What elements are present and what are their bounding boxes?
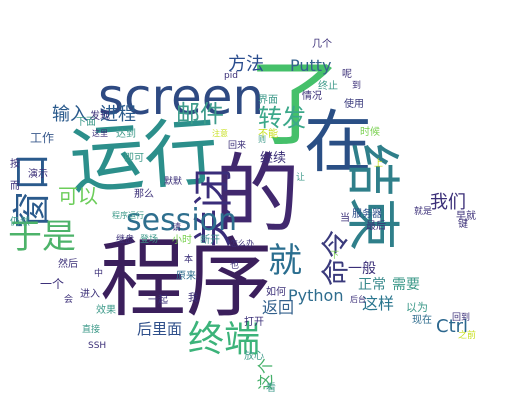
word: 的: [214, 145, 300, 245]
word: Ctrl: [436, 316, 469, 337]
word: 时候: [360, 127, 380, 138]
word: 几个: [312, 39, 332, 50]
word: 就: [268, 241, 302, 281]
word: 登场: [140, 235, 159, 245]
word: 达到: [116, 129, 136, 140]
word: 工作: [30, 131, 55, 145]
word: 到: [352, 81, 362, 91]
word: 打开: [244, 317, 264, 328]
word: 情况: [302, 91, 322, 102]
word: 于是: [8, 217, 76, 257]
word: 就是: [414, 207, 433, 217]
word: 这样: [362, 294, 395, 313]
word: 注意: [212, 129, 228, 138]
word: screen: [98, 68, 265, 126]
word: Putty: [290, 56, 332, 75]
word: 键: [458, 219, 468, 230]
word: 断开: [200, 235, 220, 246]
word: 然后: [58, 259, 78, 270]
word: 而: [10, 181, 20, 192]
word: 界面: [258, 95, 278, 106]
word: 让: [296, 173, 306, 183]
word: 回来: [228, 141, 247, 151]
word: 下面: [76, 117, 96, 128]
word: 中: [94, 269, 104, 279]
word: 小时: [172, 235, 192, 246]
word: 结束: [341, 143, 404, 251]
word: 呢: [342, 69, 352, 80]
word: 按: [10, 159, 20, 170]
word: 现在: [412, 315, 432, 326]
word: 继盘: [116, 235, 135, 245]
word: 默默: [164, 177, 183, 187]
word: Python: [288, 286, 344, 305]
word: 进入: [80, 289, 100, 300]
word: 早就: [456, 211, 476, 222]
word: pid: [224, 71, 238, 81]
word: 本: [184, 255, 194, 265]
word: 了: [248, 50, 343, 159]
word: 演示: [28, 169, 48, 180]
word: 正常: [358, 277, 386, 293]
word: 我: [188, 293, 198, 304]
word: 请: [172, 223, 182, 233]
word: 需要: [392, 277, 420, 293]
word: 如何: [266, 287, 286, 298]
word: 效果: [96, 305, 116, 316]
word: 以为: [406, 301, 428, 314]
word: 发现: [90, 111, 110, 122]
word: 终端: [188, 319, 261, 360]
word: 直接: [82, 325, 101, 335]
word: 终止: [318, 81, 338, 92]
word: 继续: [260, 151, 287, 166]
word: 最后: [366, 221, 386, 232]
word: 一般: [348, 261, 376, 277]
word: 则: [258, 135, 266, 144]
word: 那么: [134, 189, 154, 200]
word: 返回: [262, 298, 295, 317]
word: SSH: [88, 341, 107, 351]
word: 会: [64, 295, 74, 305]
word: 服务器: [352, 209, 382, 220]
word: 后台: [350, 295, 366, 304]
word: 放心: [244, 351, 264, 362]
word: 原来: [176, 271, 196, 282]
word: 可以: [58, 184, 98, 208]
word: 我们: [430, 192, 466, 213]
word: 一起: [148, 295, 168, 306]
word: 使用: [344, 99, 364, 110]
word: 这里: [92, 129, 108, 138]
word: 下: [330, 251, 340, 261]
word: 转发: [258, 104, 306, 132]
word: 方法: [228, 54, 264, 75]
word: 当: [340, 213, 350, 224]
word: 上: [374, 159, 384, 169]
word: 在: [304, 104, 373, 183]
word: 邮件: [176, 100, 224, 128]
word: 之前: [458, 331, 477, 341]
word: 不能: [258, 129, 278, 140]
word: 怎么办: [230, 239, 254, 248]
word: 后里面: [137, 320, 183, 338]
word: 程序运行: [112, 211, 144, 220]
word: 也: [230, 261, 240, 271]
word: 即可: [124, 153, 144, 164]
word: 输入: [52, 104, 88, 125]
word: 一个: [40, 277, 65, 291]
word: 程序: [100, 229, 272, 329]
word: 回到: [452, 313, 471, 323]
word: 看: [266, 383, 276, 394]
word: 进程: [100, 104, 136, 125]
word: session: [126, 203, 238, 238]
word: 仍然: [10, 217, 30, 228]
